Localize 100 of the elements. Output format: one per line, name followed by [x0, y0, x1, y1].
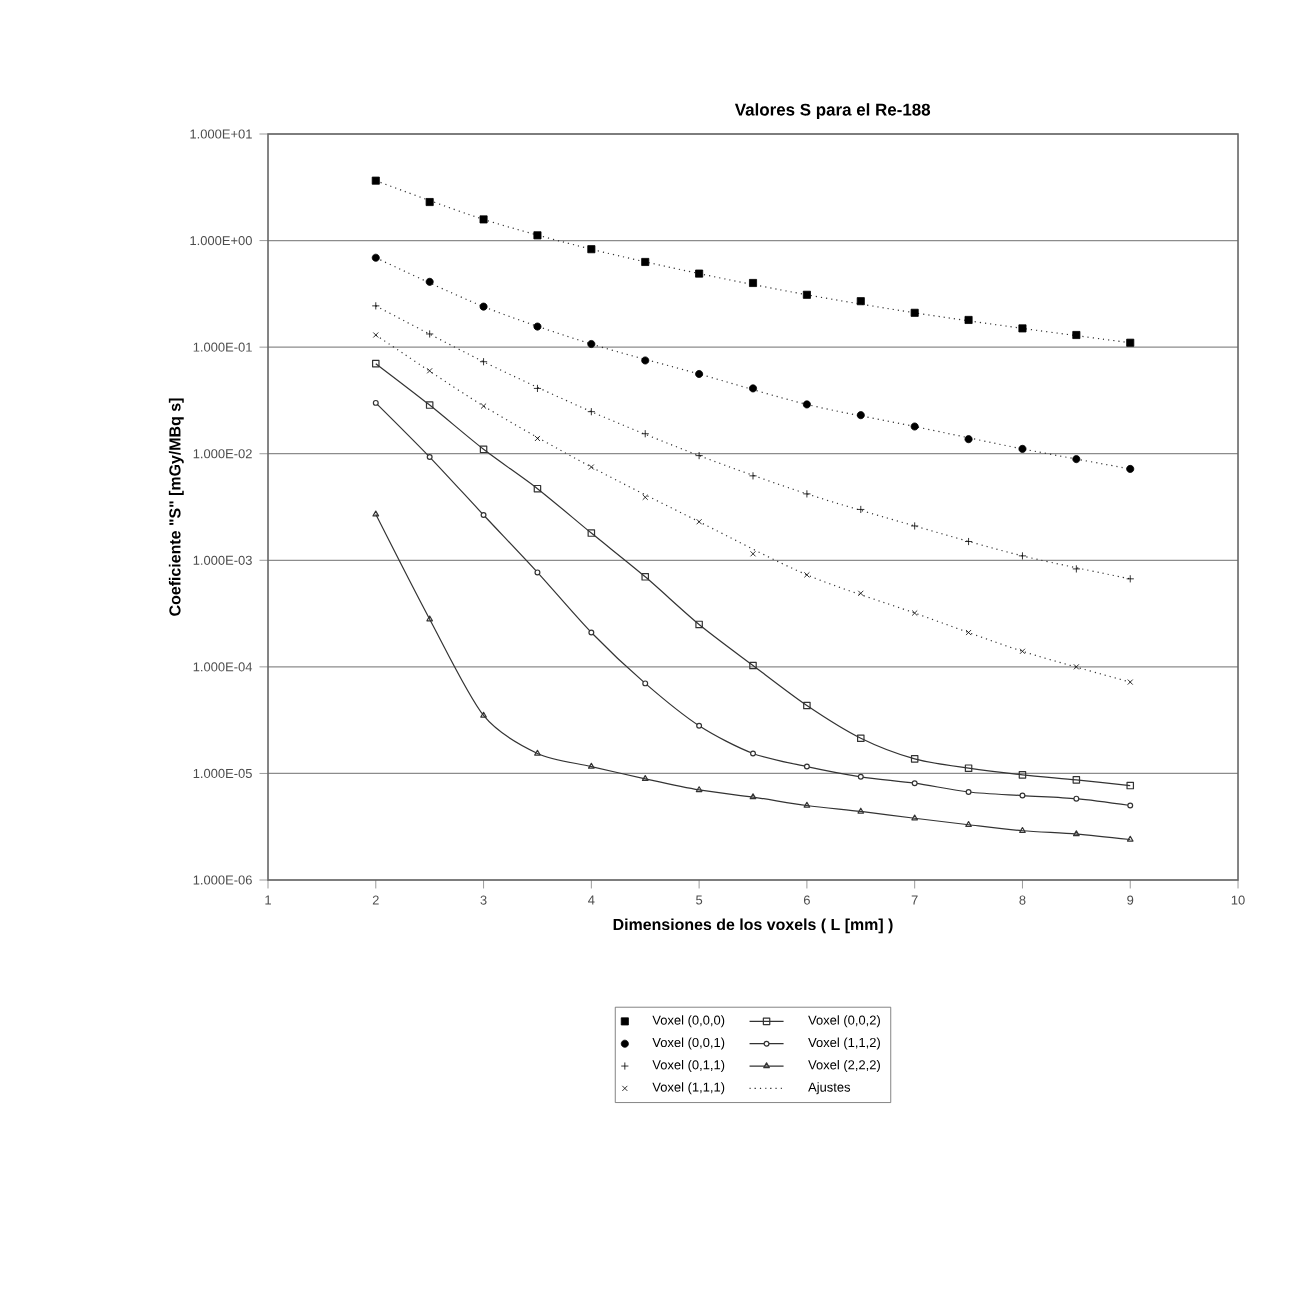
point — [641, 429, 650, 438]
point — [1072, 830, 1080, 837]
point — [534, 749, 541, 756]
point — [1126, 464, 1135, 473]
point — [964, 537, 973, 546]
point — [1073, 795, 1080, 802]
point — [857, 807, 865, 814]
point — [479, 215, 488, 224]
point — [803, 701, 811, 710]
point — [696, 722, 703, 729]
point — [372, 399, 379, 406]
line-series — [375, 334, 1131, 683]
point — [695, 370, 704, 378]
point — [803, 801, 811, 808]
point — [1126, 574, 1135, 583]
point — [749, 279, 757, 287]
point — [695, 620, 703, 629]
point — [911, 780, 918, 787]
point — [533, 484, 542, 493]
point — [533, 322, 542, 331]
point — [480, 403, 487, 409]
point — [856, 297, 865, 306]
point — [479, 445, 488, 454]
point — [695, 786, 703, 793]
point — [534, 569, 541, 576]
point — [857, 773, 864, 780]
chart-title: Valores S para el Re-188 — [734, 103, 931, 119]
point — [480, 512, 487, 519]
point — [802, 400, 811, 409]
point — [911, 610, 918, 616]
point — [1126, 338, 1135, 347]
point — [857, 590, 864, 597]
point — [910, 308, 919, 317]
point — [480, 711, 487, 718]
point — [1127, 679, 1134, 686]
point — [587, 245, 596, 254]
point — [910, 755, 919, 763]
point — [479, 302, 488, 311]
point — [371, 301, 380, 310]
point — [803, 763, 810, 770]
point — [426, 454, 433, 461]
point — [695, 269, 704, 278]
point — [1127, 802, 1134, 809]
point — [964, 764, 973, 772]
point — [857, 734, 865, 743]
point — [533, 384, 542, 393]
point — [426, 367, 433, 374]
point — [642, 680, 649, 687]
point — [425, 401, 434, 409]
point — [425, 198, 434, 207]
point — [425, 329, 434, 338]
point — [1073, 663, 1080, 670]
point — [588, 629, 595, 636]
point — [749, 471, 757, 480]
point — [1072, 564, 1081, 573]
point — [641, 775, 649, 782]
point — [588, 464, 595, 470]
point — [1018, 551, 1027, 560]
point — [802, 489, 811, 498]
point — [750, 550, 756, 557]
point — [856, 505, 865, 514]
point — [641, 257, 650, 266]
point — [964, 315, 973, 324]
point — [371, 176, 380, 185]
point — [749, 384, 757, 393]
point — [1072, 331, 1081, 339]
point — [964, 435, 973, 444]
point — [1072, 776, 1081, 784]
point — [1019, 826, 1026, 833]
point — [1018, 771, 1027, 779]
point — [910, 422, 919, 431]
point — [371, 253, 380, 262]
point — [1019, 792, 1026, 799]
point — [965, 788, 972, 795]
point — [695, 451, 704, 460]
point — [750, 750, 756, 757]
point — [802, 290, 811, 299]
point — [425, 277, 434, 286]
point — [1018, 324, 1027, 333]
point — [641, 356, 650, 365]
point — [533, 231, 542, 240]
point — [642, 494, 649, 501]
point — [965, 820, 972, 827]
point — [1019, 648, 1026, 655]
point — [1072, 455, 1081, 464]
point — [910, 521, 919, 530]
point — [641, 573, 650, 581]
point — [372, 332, 379, 338]
point — [587, 529, 596, 537]
point — [587, 762, 595, 769]
point — [696, 518, 703, 525]
point — [479, 357, 488, 366]
point — [911, 814, 919, 821]
point — [426, 615, 434, 622]
point — [587, 407, 596, 416]
point — [749, 793, 757, 800]
point — [1018, 444, 1027, 453]
point — [749, 661, 757, 670]
point — [856, 411, 865, 420]
point — [803, 571, 810, 578]
